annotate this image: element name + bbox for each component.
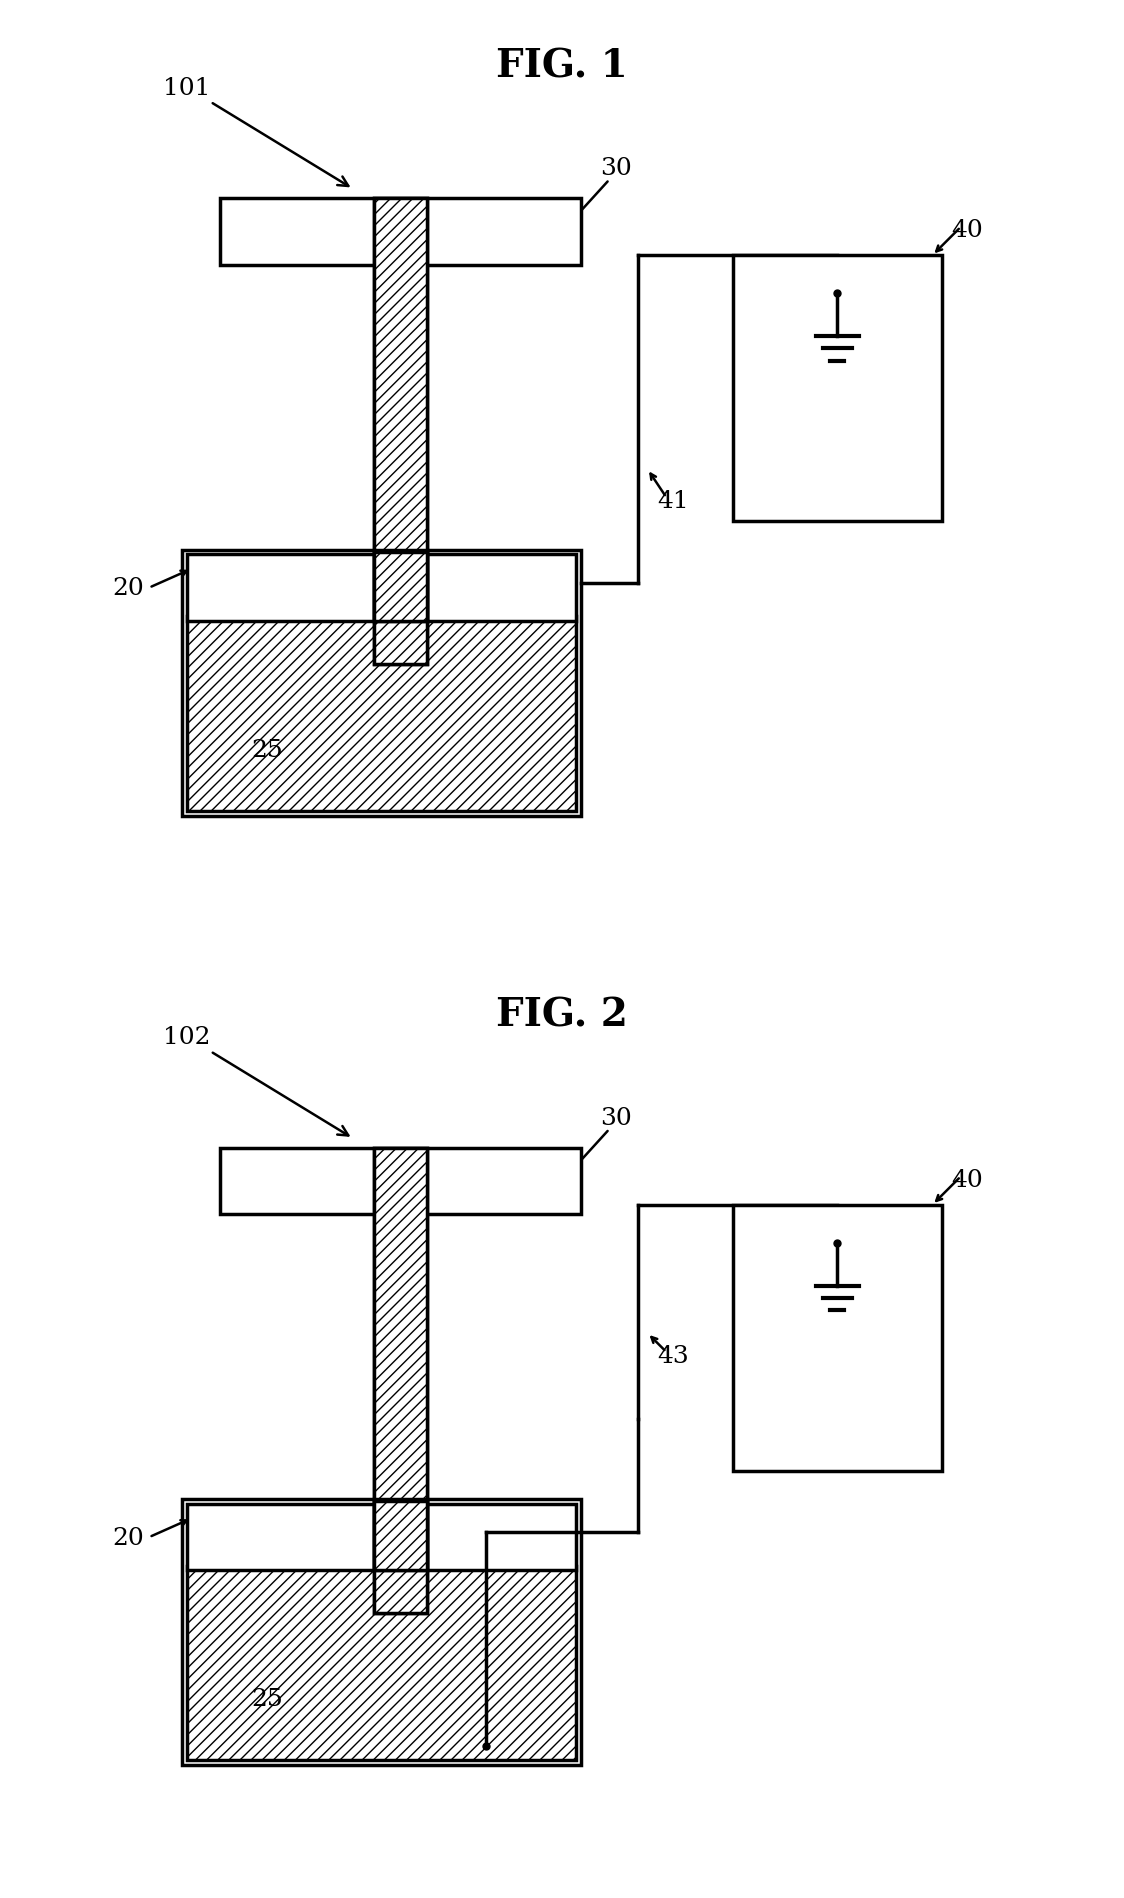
Bar [374,199,427,664]
Bar [220,199,581,266]
Bar [187,617,577,812]
Text: 10: 10 [296,1184,327,1207]
Bar [182,550,581,816]
Text: 43: 43 [656,1344,689,1367]
Text: 10: 10 [296,235,327,258]
Bar [374,1501,427,1572]
Bar [374,550,427,623]
Text: FIG. 2: FIG. 2 [496,996,628,1034]
Bar [220,1148,581,1215]
Text: 25: 25 [252,738,283,761]
Bar [182,1499,581,1765]
Text: 20: 20 [112,1526,144,1549]
Text: FIG. 1: FIG. 1 [496,47,628,85]
Bar [374,199,427,664]
Bar [374,552,427,623]
Text: 101: 101 [163,78,348,186]
Text: 40: 40 [951,220,984,243]
Text: 20: 20 [112,577,144,600]
Bar [374,1148,427,1613]
Bar [187,1566,577,1761]
Text: 40: 40 [951,1169,984,1192]
Bar [374,1499,427,1572]
Text: 30: 30 [600,158,632,180]
Text: 102: 102 [163,1027,348,1135]
Text: 30: 30 [600,1107,632,1129]
Bar [187,554,577,623]
Text: 41: 41 [656,490,689,512]
Text: 25: 25 [252,1687,283,1710]
Bar [733,1205,942,1471]
Bar [374,1148,427,1613]
Bar [187,1503,577,1572]
Bar [733,256,942,522]
